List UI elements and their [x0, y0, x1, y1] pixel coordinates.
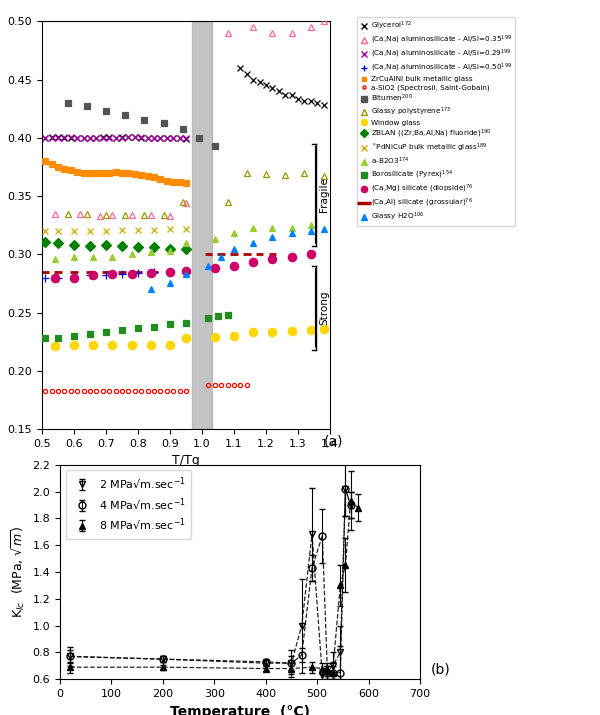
Bar [193, 21, 212, 429]
Legend: 2 MPa√m.sec$^{-1}$, 4 MPa√m.sec$^{-1}$, 8 MPa√m.sec$^{-1}$: 2 MPa√m.sec$^{-1}$, 4 MPa√m.sec$^{-1}$, … [65, 470, 191, 539]
Text: (b): (b) [430, 663, 450, 676]
Legend: Glycerol$^{172}$, (Ca,Na) aluminosilicate - Al/Si=0.35$^{199}$, (Ca,Na) aluminos: Glycerol$^{172}$, (Ca,Na) aluminosilicat… [356, 17, 515, 227]
Text: Fragile: Fragile [319, 177, 329, 212]
Text: (a): (a) [323, 435, 343, 449]
Text: Strong: Strong [319, 291, 329, 325]
Y-axis label: K$_{Ic}$  (MPa, $\sqrt{m}$): K$_{Ic}$ (MPa, $\sqrt{m}$) [9, 526, 27, 618]
X-axis label: T/Tg: T/Tg [172, 454, 200, 468]
Y-axis label: Poisson's ratio, v: Poisson's ratio, v [0, 173, 2, 277]
X-axis label: Temperature  (°C): Temperature (°C) [170, 704, 310, 715]
